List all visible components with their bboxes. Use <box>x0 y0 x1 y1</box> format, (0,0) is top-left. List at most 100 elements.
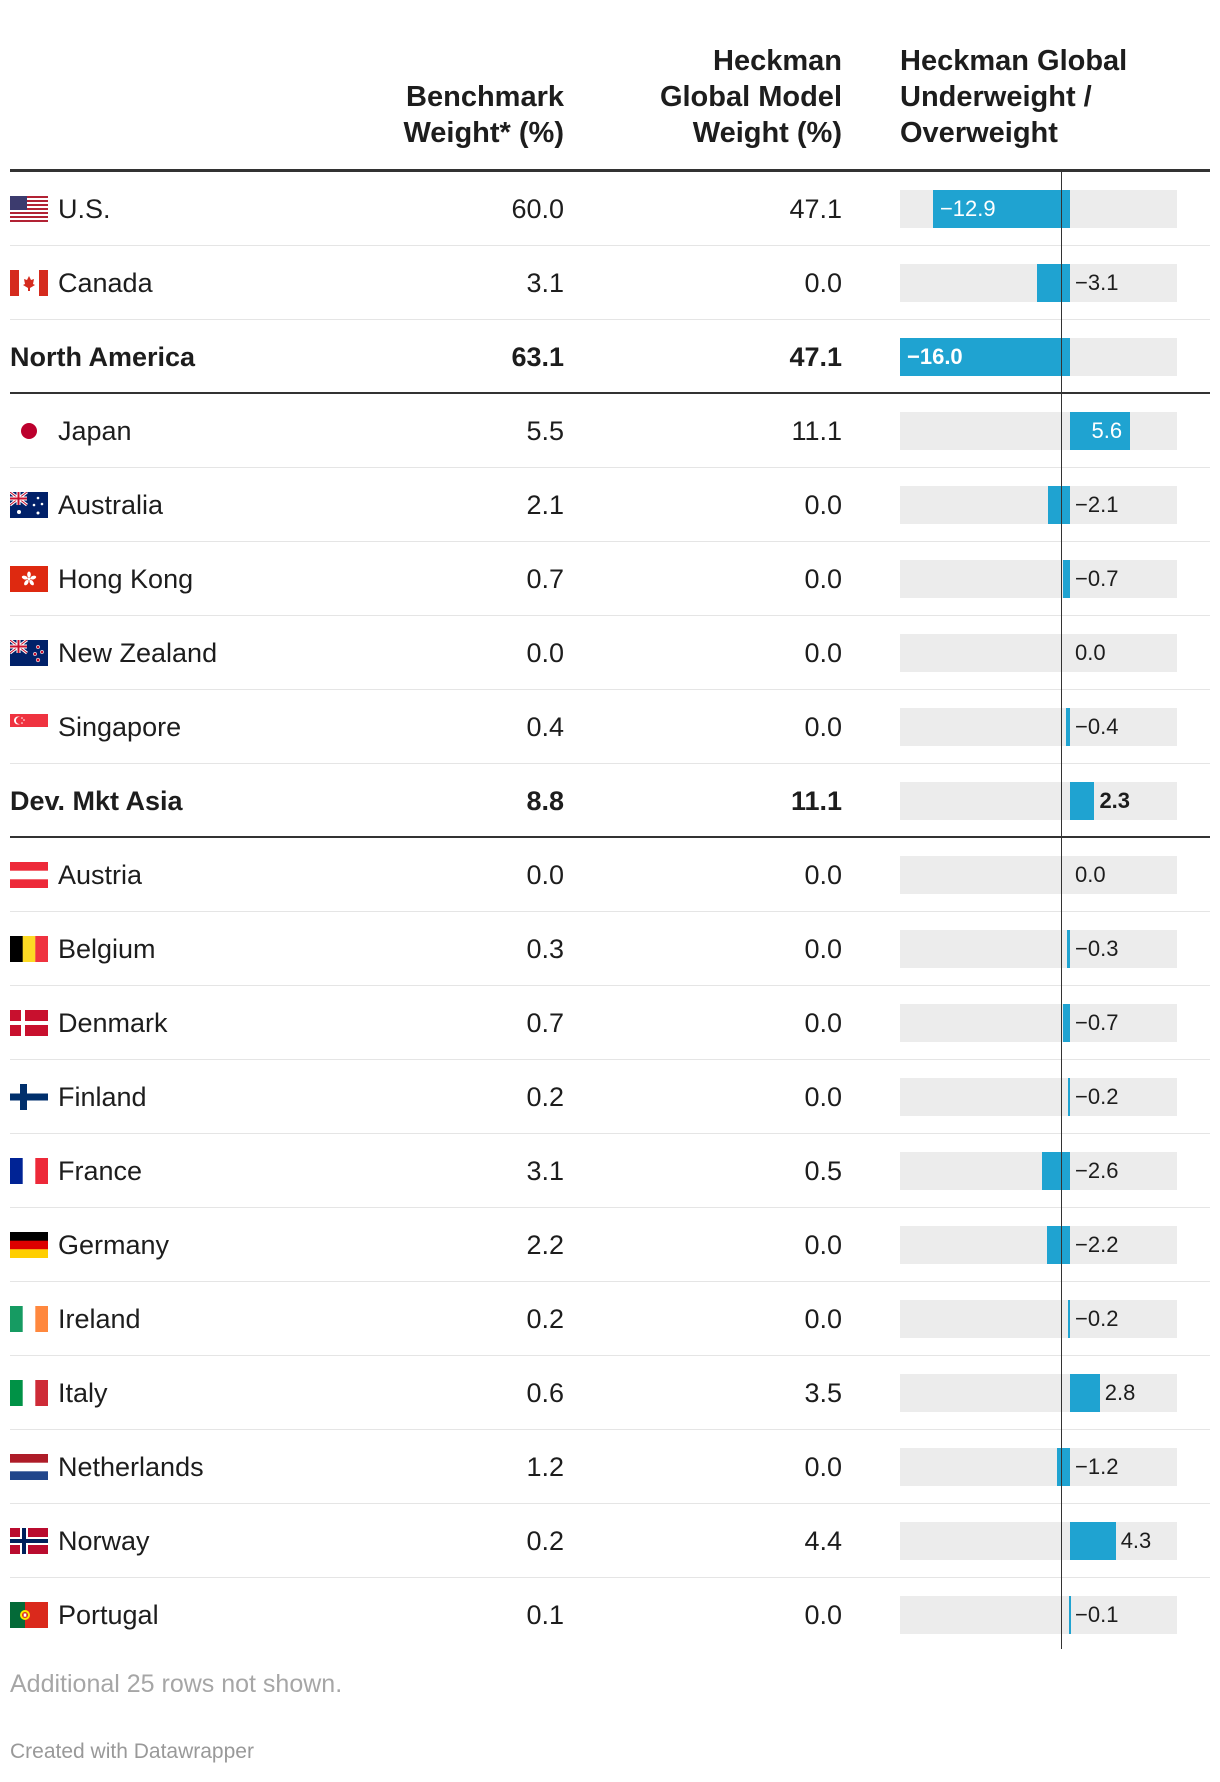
diff-bar-label: 2.8 <box>1104 1380 1136 1405</box>
row-label: New Zealand <box>10 616 217 690</box>
row-name: New Zealand <box>58 638 218 668</box>
finland-flag-icon <box>10 1084 48 1110</box>
diff-column-header[interactable]: Heckman Global Underweight / Overweight <box>900 45 1128 149</box>
germany-flag-icon <box>10 1232 48 1258</box>
diff-bar <box>900 338 1070 376</box>
model-weight-value: 0.0 <box>804 712 842 742</box>
bar-track: −1.2 <box>900 1448 1177 1486</box>
row-label: Hong Kong <box>10 542 193 616</box>
row-name: France <box>58 1156 143 1186</box>
benchmark-weight-value: 5.5 <box>526 416 564 446</box>
diff-bar <box>1037 264 1070 302</box>
diff-bar-label: −2.6 <box>1075 1158 1119 1183</box>
france-flag-icon <box>10 1158 48 1184</box>
row-name: Hong Kong <box>58 564 194 594</box>
diff-bar <box>1047 486 1070 524</box>
diff-bar-label: 0.0 <box>1075 640 1106 665</box>
row-name: Norway <box>58 1526 150 1556</box>
table-row: France 3.1 0.5 −2.6 <box>10 1134 1210 1208</box>
row-label: Denmark <box>10 986 168 1060</box>
diff-bar-label: −16.0 <box>907 344 963 369</box>
table-row-subtotal: North America 63.1 47.1 −16.0 <box>10 320 1210 394</box>
australia-flag-icon <box>10 492 48 518</box>
canada-flag-icon <box>10 270 48 296</box>
benchmark-weight-value: 0.7 <box>526 564 564 594</box>
row-name: Austria <box>58 860 143 890</box>
diff-bar <box>1046 1226 1070 1264</box>
table-row: Singapore 0.4 0.0 −0.4 <box>10 690 1210 764</box>
benchmark-column-header[interactable]: Benchmark Weight* (%) <box>403 81 564 149</box>
netherlands-flag-icon <box>10 1454 48 1480</box>
row-name: Canada <box>58 268 153 298</box>
model-weight-value: 0.0 <box>804 564 842 594</box>
diff-bar <box>1062 560 1070 598</box>
benchmark-weight-value: 0.7 <box>526 1008 564 1038</box>
diff-bar-label: −0.2 <box>1075 1306 1119 1331</box>
table-row-subtotal: Dev. Mkt Asia 8.8 11.1 2.3 <box>10 764 1210 838</box>
diff-bar <box>1070 412 1130 450</box>
benchmark-weight-value: 2.1 <box>526 490 564 520</box>
row-name: Australia <box>58 490 164 520</box>
table-row: Japan 5.5 11.1 5.6 <box>10 394 1210 468</box>
bar-track: −2.6 <box>900 1152 1177 1190</box>
row-name: Finland <box>58 1082 147 1112</box>
row-label: Dev. Mkt Asia <box>10 764 183 838</box>
diff-bar-label: −0.4 <box>1075 714 1119 739</box>
row-name: Japan <box>58 416 132 446</box>
benchmark-weight-value: 0.4 <box>526 712 564 742</box>
diff-bar <box>1057 1448 1070 1486</box>
row-label: Belgium <box>10 912 156 986</box>
diff-bar <box>1062 1004 1070 1042</box>
diff-bar <box>1042 1152 1070 1190</box>
row-label: North America <box>10 320 195 394</box>
model-weight-value: 47.1 <box>789 342 842 372</box>
table-row: Norway 0.2 4.4 4.3 <box>10 1504 1210 1578</box>
model-column-header[interactable]: Heckman Global Model Weight (%) <box>659 45 842 149</box>
diff-bar-label: 4.3 <box>1120 1528 1152 1553</box>
italy-flag-icon <box>10 1380 48 1406</box>
diff-bar <box>1070 1374 1100 1412</box>
model-weight-value: 0.0 <box>804 1304 842 1334</box>
diff-bar-label: 0.0 <box>1075 862 1106 887</box>
diff-bar-label: 5.6 <box>1091 418 1123 443</box>
table-header: Benchmark Weight* (%) Heckman Global Mod… <box>10 0 1210 172</box>
row-label: Germany <box>10 1208 169 1282</box>
table-row: Finland 0.2 0.0 −0.2 <box>10 1060 1210 1134</box>
denmark-flag-icon <box>10 1010 48 1036</box>
new-zealand-flag-icon <box>10 640 48 666</box>
row-name: Denmark <box>58 1008 168 1038</box>
bar-track: −16.0 <box>900 338 1177 376</box>
model-weight-value: 0.0 <box>804 860 842 890</box>
benchmark-weight-value: 0.0 <box>526 860 564 890</box>
diff-bar <box>932 190 1070 228</box>
diff-bar-label: −3.1 <box>1075 270 1119 295</box>
diff-bar-label: −2.2 <box>1075 1232 1119 1257</box>
row-name: Ireland <box>58 1304 141 1334</box>
bar-track: −12.9 <box>900 190 1177 228</box>
row-label: Ireland <box>10 1282 141 1356</box>
row-label: Netherlands <box>10 1430 204 1504</box>
zero-axis-line <box>1061 172 1062 1649</box>
row-name: Portugal <box>58 1600 159 1630</box>
row-label: France <box>10 1134 142 1208</box>
japan-flag-icon <box>10 418 48 444</box>
model-weight-value: 0.0 <box>804 1230 842 1260</box>
bar-track: −3.1 <box>900 264 1177 302</box>
table-row: Ireland 0.2 0.0 −0.2 <box>10 1282 1210 1356</box>
table-row: Belgium 0.3 0.0 −0.3 <box>10 912 1210 986</box>
benchmark-weight-value: 0.2 <box>526 1082 564 1112</box>
hong-kong-flag-icon <box>10 566 48 592</box>
data-table: Benchmark Weight* (%) Heckman Global Mod… <box>10 0 1210 1652</box>
bar-track: −0.4 <box>900 708 1177 746</box>
benchmark-weight-value: 0.2 <box>526 1526 564 1556</box>
diff-bar-label: 2.3 <box>1099 788 1131 813</box>
bar-track: −0.1 <box>900 1596 1177 1634</box>
benchmark-weight-value: 0.0 <box>526 638 564 668</box>
row-name: Netherlands <box>58 1452 204 1482</box>
diff-bar <box>1070 782 1095 820</box>
row-name: U.S. <box>58 194 111 224</box>
row-label: Japan <box>10 394 132 468</box>
diff-bar <box>1066 930 1070 968</box>
model-weight-value: 0.0 <box>804 638 842 668</box>
bar-track: −0.7 <box>900 1004 1177 1042</box>
